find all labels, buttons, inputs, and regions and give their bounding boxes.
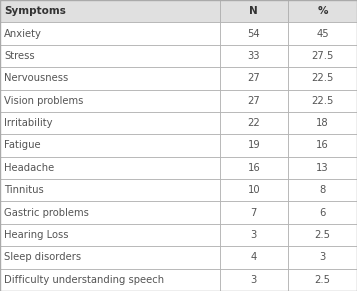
Text: 6: 6 (320, 208, 326, 218)
Bar (220, 179, 288, 201)
Text: 27.5: 27.5 (311, 51, 334, 61)
Bar (0, 22, 220, 45)
Text: Gastric problems: Gastric problems (4, 208, 89, 218)
Bar (288, 246, 357, 269)
Bar (220, 22, 288, 45)
Text: Vision problems: Vision problems (4, 96, 84, 106)
Bar (0, 134, 220, 157)
Text: Symptoms: Symptoms (4, 6, 66, 16)
Text: 2.5: 2.5 (315, 230, 331, 240)
Bar (0, 90, 220, 112)
Bar (220, 269, 288, 291)
Bar (0, 67, 220, 90)
Text: N: N (250, 6, 258, 16)
Text: 33: 33 (247, 51, 260, 61)
Text: Headache: Headache (4, 163, 55, 173)
Text: 16: 16 (247, 163, 260, 173)
Text: 22.5: 22.5 (311, 73, 334, 83)
Text: 2.5: 2.5 (315, 275, 331, 285)
Text: 22.5: 22.5 (311, 96, 334, 106)
Bar (288, 201, 357, 224)
Text: 13: 13 (316, 163, 329, 173)
Bar (0, 246, 220, 269)
Text: 27: 27 (247, 96, 260, 106)
Text: Anxiety: Anxiety (4, 29, 42, 39)
Bar (288, 269, 357, 291)
Text: 7: 7 (251, 208, 257, 218)
Bar (0, 112, 220, 134)
Text: 8: 8 (320, 185, 326, 195)
Bar (220, 112, 288, 134)
Bar (220, 246, 288, 269)
Bar (288, 134, 357, 157)
Text: 54: 54 (247, 29, 260, 39)
Bar (288, 67, 357, 90)
Text: 10: 10 (247, 185, 260, 195)
Bar (288, 179, 357, 201)
Bar (220, 224, 288, 246)
Bar (288, 224, 357, 246)
Bar (0, 269, 220, 291)
Text: 4: 4 (251, 252, 257, 262)
Bar (288, 112, 357, 134)
Text: 19: 19 (247, 141, 260, 150)
Bar (0, 179, 220, 201)
Bar (0, 224, 220, 246)
Bar (220, 45, 288, 67)
Text: 16: 16 (316, 141, 329, 150)
Bar (220, 0, 288, 22)
Text: %: % (317, 6, 328, 16)
Bar (288, 90, 357, 112)
Text: Difficulty understanding speech: Difficulty understanding speech (4, 275, 165, 285)
Bar (220, 90, 288, 112)
Bar (0, 201, 220, 224)
Text: Sleep disorders: Sleep disorders (4, 252, 81, 262)
Text: 3: 3 (320, 252, 326, 262)
Bar (0, 45, 220, 67)
Text: 3: 3 (251, 275, 257, 285)
Text: Stress: Stress (4, 51, 35, 61)
Bar (288, 157, 357, 179)
Text: 22: 22 (247, 118, 260, 128)
Bar (220, 134, 288, 157)
Bar (288, 45, 357, 67)
Text: Nervousness: Nervousness (4, 73, 69, 83)
Text: Tinnitus: Tinnitus (4, 185, 44, 195)
Text: 18: 18 (316, 118, 329, 128)
Bar (220, 157, 288, 179)
Bar (288, 0, 357, 22)
Bar (220, 201, 288, 224)
Text: 45: 45 (316, 29, 329, 39)
Text: 27: 27 (247, 73, 260, 83)
Text: Fatigue: Fatigue (4, 141, 41, 150)
Bar (220, 67, 288, 90)
Bar (0, 157, 220, 179)
Text: Irritability: Irritability (4, 118, 53, 128)
Text: Hearing Loss: Hearing Loss (4, 230, 69, 240)
Text: 3: 3 (251, 230, 257, 240)
Bar (288, 22, 357, 45)
Bar (0, 0, 220, 22)
